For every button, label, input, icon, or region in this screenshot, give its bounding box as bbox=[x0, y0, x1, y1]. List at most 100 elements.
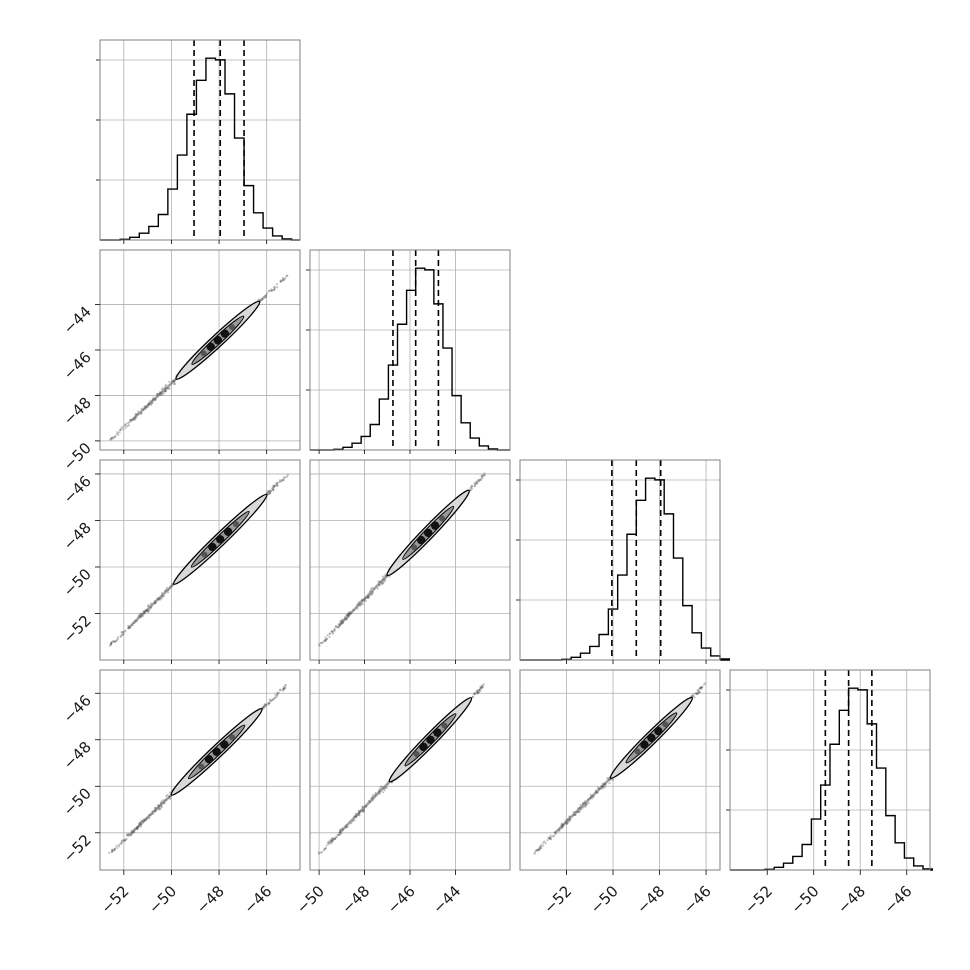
scatter-point bbox=[549, 837, 552, 840]
scatter-point bbox=[697, 689, 700, 692]
scatter-point bbox=[327, 840, 330, 844]
scatter-point bbox=[693, 696, 696, 699]
scatter-panel-1-0 bbox=[99, 249, 301, 451]
scatter-point bbox=[276, 694, 279, 697]
scatter-point bbox=[330, 630, 333, 633]
scatter-point bbox=[334, 625, 338, 628]
scatter-point bbox=[362, 810, 365, 813]
scatter-point bbox=[116, 431, 119, 434]
x-tick-label: −52 bbox=[98, 882, 133, 917]
scatter-point bbox=[377, 580, 380, 583]
scatter-point bbox=[129, 626, 132, 629]
scatter-point bbox=[382, 580, 386, 583]
scatter-point bbox=[282, 478, 285, 481]
scatter-point bbox=[115, 638, 118, 642]
scatter-point bbox=[158, 807, 161, 811]
scatter-point bbox=[127, 625, 130, 629]
scatter-point bbox=[369, 587, 372, 590]
scatter-point bbox=[266, 490, 269, 493]
scatter-point bbox=[115, 844, 118, 848]
scatter-point bbox=[333, 627, 336, 630]
scatter-point bbox=[319, 851, 322, 854]
scatter-point bbox=[549, 834, 552, 837]
scatter-point bbox=[113, 640, 116, 643]
density-peak bbox=[201, 551, 208, 558]
scatter-point bbox=[113, 436, 116, 439]
scatter-point bbox=[470, 486, 473, 489]
scatter-point bbox=[124, 422, 128, 426]
scatter-point bbox=[127, 834, 130, 837]
scatter-point bbox=[111, 848, 114, 852]
scatter-point bbox=[699, 686, 703, 690]
scatter-point bbox=[589, 793, 592, 796]
scatter-point bbox=[538, 845, 541, 849]
scatter-point bbox=[480, 685, 483, 688]
scatter-point bbox=[268, 492, 271, 496]
scatter-point bbox=[126, 421, 129, 424]
scatter-point bbox=[280, 280, 283, 283]
density-peak bbox=[430, 521, 440, 530]
scatter-point bbox=[477, 691, 480, 694]
scatter-point bbox=[334, 625, 337, 628]
scatter-point bbox=[478, 688, 481, 691]
scatter-point bbox=[127, 627, 130, 630]
scatter-point bbox=[124, 423, 127, 426]
x-tick-label: −44 bbox=[429, 882, 464, 917]
scatter-point bbox=[119, 635, 122, 638]
scatter-point bbox=[480, 474, 483, 477]
scatter-point bbox=[282, 687, 285, 691]
scatter-point bbox=[117, 843, 121, 846]
scatter-point bbox=[700, 687, 703, 690]
scatter-point bbox=[286, 474, 289, 477]
scatter-point bbox=[275, 283, 278, 286]
scatter-point bbox=[331, 630, 334, 633]
scatter-point bbox=[694, 692, 697, 695]
scatter-point bbox=[481, 685, 484, 688]
scatter-point bbox=[476, 482, 479, 485]
x-tick-label: −52 bbox=[540, 882, 575, 917]
scatter-point bbox=[329, 840, 332, 843]
histogram-step bbox=[730, 687, 934, 871]
scatter-point bbox=[276, 484, 279, 487]
density-peak bbox=[198, 763, 205, 770]
scatter-point bbox=[362, 810, 365, 813]
scatter-point bbox=[272, 485, 275, 488]
scatter-point bbox=[276, 481, 279, 485]
scatter-point bbox=[271, 487, 274, 490]
scatter-point bbox=[274, 484, 277, 487]
scatter-point bbox=[162, 392, 165, 395]
scatter-point bbox=[114, 434, 117, 437]
scatter-point bbox=[273, 697, 276, 700]
scatter-point bbox=[113, 848, 116, 851]
scatter-point bbox=[285, 274, 288, 278]
scatter-point bbox=[110, 848, 114, 852]
scatter-point bbox=[147, 610, 150, 613]
scatter-point bbox=[322, 849, 326, 852]
density-peak bbox=[411, 544, 418, 551]
scatter-point bbox=[281, 689, 284, 692]
scatter-point bbox=[121, 630, 124, 633]
y-tick-label: −46 bbox=[60, 691, 95, 726]
scatter-point bbox=[331, 630, 334, 634]
hist-panel-3 bbox=[726, 669, 934, 871]
scatter-point bbox=[281, 279, 285, 282]
x-tick-label: −50 bbox=[787, 882, 822, 917]
scatter-point bbox=[329, 839, 332, 842]
x-tick-label: −46 bbox=[880, 882, 915, 917]
scatter-point bbox=[118, 431, 121, 434]
scatter-point bbox=[285, 475, 288, 478]
scatter-point bbox=[330, 841, 333, 844]
scatter-point bbox=[268, 702, 271, 705]
scatter-point bbox=[119, 842, 122, 846]
scatter-point bbox=[474, 481, 477, 484]
scatter-point bbox=[279, 479, 282, 482]
scatter-point bbox=[271, 487, 274, 490]
scatter-point bbox=[272, 486, 275, 489]
scatter-point bbox=[333, 837, 336, 840]
scatter-point bbox=[469, 489, 472, 492]
scatter-point bbox=[317, 851, 320, 854]
scatter-point bbox=[279, 688, 282, 691]
scatter-point bbox=[122, 428, 125, 431]
scatter-point bbox=[539, 846, 542, 850]
scatter-point bbox=[128, 626, 131, 629]
